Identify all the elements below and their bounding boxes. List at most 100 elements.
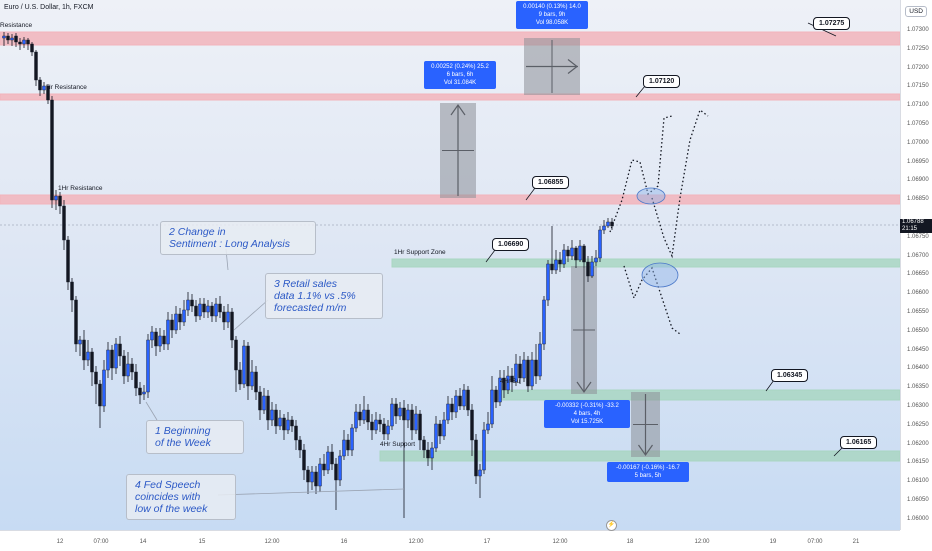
candle-body	[138, 387, 142, 396]
candle-body	[14, 35, 18, 43]
note-retail-sales[interactable]: 3 Retail sales data 1.1% vs .5% forecast…	[265, 273, 383, 319]
candle-body	[218, 303, 222, 313]
four-hr-support-label-a: 4Hr Su	[500, 378, 521, 385]
level-callout-106165[interactable]: 1.06165	[840, 436, 878, 449]
candle-body	[542, 299, 546, 345]
measure-label-3[interactable]: -0.00332 (-0.31%) -33.2 4 bars, 4h Vol 1…	[544, 400, 630, 428]
candle-body	[450, 403, 454, 413]
candle-body	[174, 313, 178, 331]
note-change-in-sentiment[interactable]: 2 Change in Sentiment : Long Analysis	[160, 221, 316, 255]
candle-body	[550, 263, 554, 271]
price-axis[interactable]: USD 1.07300 1.07250 1.07200 1.07150 1.07100 1…	[900, 0, 932, 530]
time-tick: 07:00	[93, 539, 109, 545]
price-tick: 1.06250	[907, 421, 929, 428]
candle-body	[410, 409, 414, 431]
candle-body	[182, 309, 186, 323]
candle-body	[458, 395, 462, 407]
candle-body	[246, 345, 250, 387]
candle-body	[402, 407, 406, 421]
measure-line: Vol 31.084K	[443, 80, 477, 86]
candle-body	[474, 439, 478, 477]
candle-body	[326, 451, 330, 471]
price-tick: 1.06300	[907, 403, 929, 409]
price-chart[interactable]	[0, 0, 900, 530]
price-tick: 1.06350	[907, 384, 929, 391]
candle-body	[130, 363, 134, 373]
price-tick: 1.06850	[907, 196, 929, 203]
price-tick: 1.07250	[907, 45, 929, 52]
candle-body	[306, 469, 310, 483]
candle-body	[238, 369, 242, 385]
candle-body	[378, 419, 382, 425]
candle-body	[442, 419, 446, 437]
candle-body	[330, 451, 334, 465]
candle-body	[598, 229, 602, 259]
level-callout-106690[interactable]: 1.06690	[492, 238, 530, 251]
candle-body	[234, 339, 238, 371]
candle-body	[342, 439, 346, 457]
level-callout-107120[interactable]: 1.07120	[643, 75, 681, 88]
highlight-ellipse	[636, 187, 666, 205]
candle-body	[150, 331, 154, 341]
symbol-title[interactable]: Euro / U.S. Dollar, 1h, FXCM	[4, 4, 94, 11]
level-callout-106345[interactable]: 1.06345	[771, 369, 809, 382]
measure-line: 0.00140 (0.13%) 14.0	[523, 4, 581, 10]
time-tick: 15	[198, 539, 206, 545]
measure-line: 9 bars, 9h	[538, 12, 566, 18]
highlight-ellipse	[641, 262, 679, 288]
candle-body	[358, 411, 362, 421]
measure-label-2[interactable]: 0.00252 (0.24%) 25.2 6 bars, 6h Vol 31.0…	[424, 61, 496, 89]
price-tick: 1.06400	[907, 365, 929, 372]
callout-pointer	[635, 85, 646, 98]
level-zone	[0, 93, 900, 101]
note-line: forecasted m/m	[274, 302, 347, 314]
time-tick: 19	[769, 539, 777, 545]
callout-pointer	[525, 187, 536, 201]
currency-button[interactable]: USD	[905, 6, 927, 17]
candle-body	[2, 35, 6, 39]
candle-body	[186, 299, 190, 311]
measure-label-4[interactable]: -0.00167 (-0.16%) -16.7 5 bars, 5h	[607, 462, 689, 482]
candle-body	[590, 261, 594, 277]
note-line: 2 Change in	[169, 226, 226, 238]
measure-line: 4 bars, 4h	[573, 411, 601, 417]
level-callout-107275[interactable]: 1.07275	[813, 17, 851, 30]
chart-area[interactable]: Euro / U.S. Dollar, 1h, FXCM Resistance …	[0, 0, 900, 530]
note-pointer	[217, 488, 405, 496]
time-tick: 21	[852, 539, 860, 545]
note-line: low of the week	[135, 503, 208, 515]
candle-body	[350, 427, 354, 451]
level-callout-106855[interactable]: 1.06855	[532, 176, 570, 189]
candle-body	[30, 43, 34, 53]
time-tick: 17	[483, 539, 491, 545]
candle-body	[294, 425, 298, 441]
time-tick: 18	[626, 539, 634, 545]
price-tick: 1.06550	[907, 309, 929, 315]
measure-line: Vol 98.058K	[535, 20, 569, 26]
note-pointer	[233, 299, 269, 331]
candle-body	[426, 449, 430, 459]
note-pointer	[145, 401, 158, 421]
candle-body	[86, 351, 90, 361]
candle-body	[606, 221, 610, 227]
time-tick: 14	[139, 539, 147, 545]
price-tick: 1.07100	[907, 102, 929, 109]
measure-line: 6 bars, 6h	[446, 72, 474, 78]
candle-body	[454, 395, 458, 413]
candle-body	[50, 99, 54, 201]
candle-body	[122, 355, 126, 377]
note-beginning-of-week[interactable]: 1 Beginning of the Week	[146, 420, 244, 454]
time-axis[interactable]: 12 07:00 14 15 12:00 16 12:00 17 12:00 18 12:00 19 0…	[0, 530, 900, 551]
lightning-icon[interactable]: ⚡	[606, 520, 617, 531]
last-price-label: 1.06788 21:15	[900, 219, 932, 233]
price-tick: 1.06200	[907, 440, 929, 447]
note-line: 4 Fed Speech	[135, 479, 201, 491]
candle-body	[290, 419, 294, 427]
candle-body	[110, 349, 114, 369]
candle-body	[162, 335, 166, 345]
candle-body	[202, 303, 206, 313]
price-tick: 1.06700	[907, 252, 929, 259]
note-fed-speech[interactable]: 4 Fed Speech coincides with low of the w…	[126, 474, 236, 520]
measure-line: -0.00332 (-0.31%) -33.2	[555, 403, 619, 409]
measure-label-1[interactable]: 0.00140 (0.13%) 14.0 9 bars, 9h Vol 98.0…	[516, 1, 588, 29]
